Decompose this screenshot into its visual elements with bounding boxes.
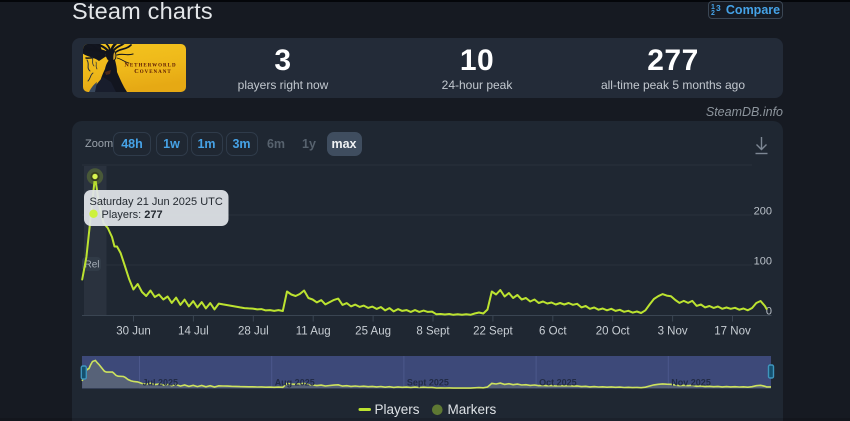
- svg-text:11 Aug: 11 Aug: [296, 326, 331, 338]
- svg-text:14 Jul: 14 Jul: [178, 326, 209, 338]
- svg-text:20 Oct: 20 Oct: [596, 326, 631, 338]
- svg-text:0: 0: [766, 306, 772, 318]
- svg-text:200: 200: [754, 206, 772, 218]
- svg-text:COVENANT: COVENANT: [134, 68, 171, 75]
- svg-text:2: 2: [711, 10, 715, 15]
- svg-text:6 Oct: 6 Oct: [539, 326, 567, 338]
- svg-text:100: 100: [754, 256, 772, 268]
- svg-text:22 Sept: 22 Sept: [473, 326, 513, 338]
- svg-text:17 Nov: 17 Nov: [714, 326, 751, 338]
- svg-text:Oct 2025: Oct 2025: [539, 378, 577, 388]
- svg-text:Players: 277: Players: 277: [102, 209, 163, 221]
- svg-text:1: 1: [711, 4, 715, 11]
- svg-text:Saturday 21 Jun 2025 UTC: Saturday 21 Jun 2025 UTC: [90, 196, 223, 208]
- svg-text:Rel: Rel: [85, 260, 100, 271]
- svg-text:Sept 2025: Sept 2025: [407, 378, 449, 388]
- svg-text:28 Jul: 28 Jul: [238, 326, 269, 338]
- svg-text:3 Nov: 3 Nov: [658, 326, 688, 338]
- svg-text:3: 3: [716, 3, 721, 13]
- svg-text:Aug 2025: Aug 2025: [275, 378, 315, 388]
- svg-text:30 Jun: 30 Jun: [116, 326, 151, 338]
- svg-text:Jul 2025: Jul 2025: [143, 378, 179, 388]
- svg-text:8 Sept: 8 Sept: [416, 326, 450, 338]
- svg-text:NETHERWORLD: NETHERWORLD: [124, 62, 176, 69]
- svg-text:Players: Players: [375, 402, 420, 417]
- svg-text:Markers: Markers: [448, 402, 497, 417]
- svg-text:Nov 2025: Nov 2025: [671, 378, 711, 388]
- svg-text:25 Aug: 25 Aug: [355, 326, 391, 338]
